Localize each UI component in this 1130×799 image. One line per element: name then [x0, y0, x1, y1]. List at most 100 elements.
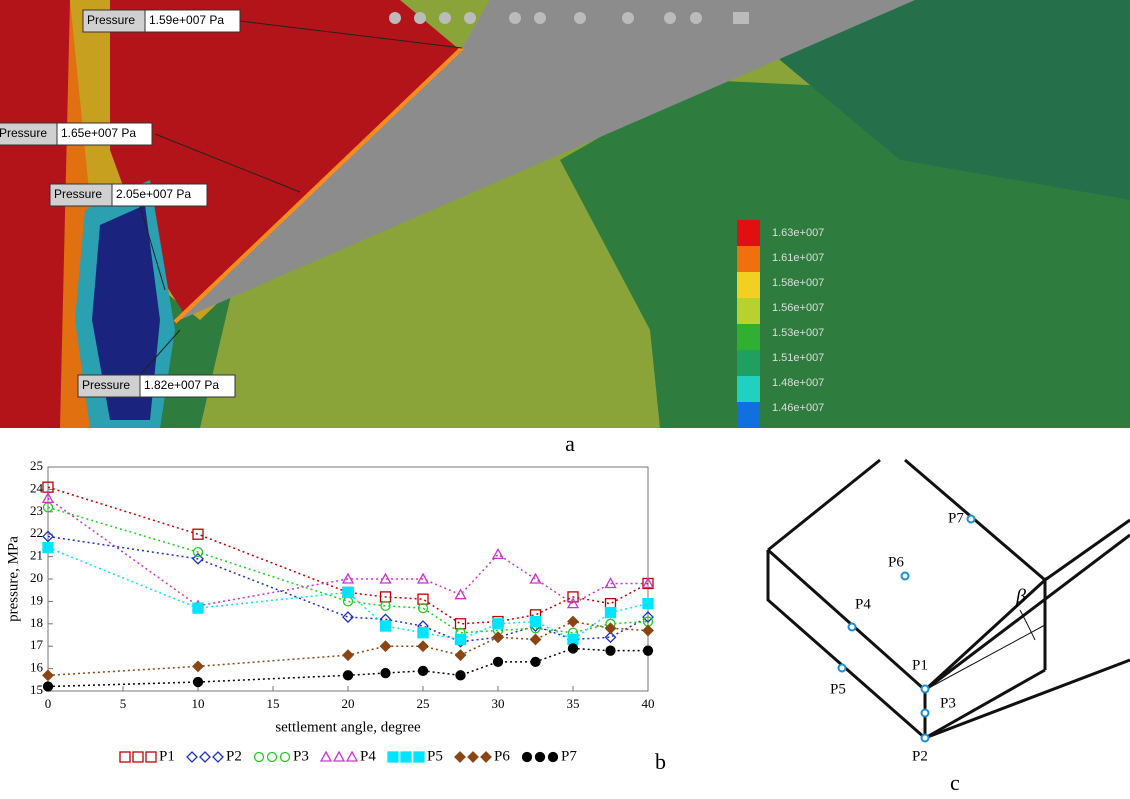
marker	[456, 634, 466, 644]
colorbar-label: 1.63e+007	[772, 227, 824, 239]
x-tick-label: 15	[267, 696, 280, 711]
marker	[347, 752, 357, 761]
marker	[531, 617, 541, 627]
colorbar-swatch	[737, 220, 760, 246]
marker	[381, 669, 390, 678]
legend-label: P5	[427, 748, 443, 764]
marker	[255, 753, 264, 762]
panel-b: 15161718192021222324250510152025303540se…	[5, 458, 666, 774]
colorbar-swatch	[737, 376, 760, 402]
marker	[194, 678, 203, 687]
y-tick-label: 24	[30, 480, 44, 495]
marker	[536, 753, 545, 762]
colorbar-swatch	[737, 402, 760, 428]
angle-label: β	[1015, 586, 1026, 608]
page: {"panel_a":{"callouts":[{"label":"Pressu…	[0, 0, 1130, 799]
marker	[401, 752, 411, 762]
legend-label: P3	[293, 748, 309, 764]
point	[922, 735, 929, 742]
marker	[321, 752, 331, 761]
caption: c	[950, 770, 960, 794]
y-tick-label: 16	[30, 660, 44, 675]
callout-value: 2.05e+007 Pa	[116, 187, 191, 201]
point	[922, 710, 929, 717]
x-tick-label: 5	[120, 696, 127, 711]
marker	[468, 752, 478, 762]
marker	[606, 608, 616, 618]
x-tick-label: 10	[192, 696, 205, 711]
colorbar-swatch	[737, 324, 760, 350]
x-tick-label: 25	[417, 696, 430, 711]
colorbar-swatch	[737, 298, 760, 324]
y-tick-label: 19	[30, 592, 43, 607]
y-tick-label: 17	[30, 637, 44, 652]
marker	[418, 628, 428, 638]
colorbar-label: 1.51e+007	[772, 352, 824, 364]
marker	[146, 752, 156, 762]
marker	[606, 646, 615, 655]
y-tick-label: 18	[30, 615, 43, 630]
x-tick-label: 35	[567, 696, 580, 711]
legend-label: P7	[561, 748, 577, 764]
x-tick-label: 20	[342, 696, 355, 711]
colorbar-label: 1.53e+007	[772, 327, 824, 339]
y-tick-label: 15	[30, 682, 43, 697]
marker	[213, 752, 223, 762]
marker	[281, 753, 290, 762]
y-tick-label: 23	[30, 503, 43, 518]
callout-label: Pressure	[54, 187, 102, 201]
marker	[419, 666, 428, 675]
marker	[481, 752, 491, 762]
point-label: P4	[855, 596, 871, 612]
marker	[268, 753, 277, 762]
marker	[531, 657, 540, 666]
marker	[133, 752, 143, 762]
colorbar-label: 1.61e+007	[772, 252, 824, 264]
caption: a	[565, 431, 575, 456]
marker	[381, 621, 391, 631]
x-tick-label: 0	[45, 696, 52, 711]
colorbar-swatch	[737, 246, 760, 272]
region	[0, 0, 70, 428]
point	[839, 665, 846, 672]
colorbar-label: 1.58e+007	[772, 277, 824, 289]
callout-value: 1.59e+007 Pa	[149, 13, 224, 27]
marker	[343, 587, 353, 597]
point-label: P7	[948, 510, 964, 526]
marker	[200, 752, 210, 762]
marker	[414, 752, 424, 762]
y-tick-label: 25	[30, 458, 43, 473]
point-label: P3	[940, 695, 956, 711]
marker	[569, 644, 578, 653]
callout-label: Pressure	[0, 126, 47, 140]
legend-label: P4	[360, 748, 376, 764]
marker	[193, 603, 203, 613]
x-tick-label: 40	[642, 696, 655, 711]
marker	[120, 752, 130, 762]
marker	[493, 619, 503, 629]
point-label: P6	[888, 554, 904, 570]
marker	[455, 752, 465, 762]
colorbar-label: 1.56e+007	[772, 302, 824, 314]
marker	[187, 752, 197, 762]
x-axis-label: settlement angle, degree	[275, 719, 421, 735]
marker	[643, 599, 653, 609]
marker	[494, 657, 503, 666]
point	[922, 686, 929, 693]
y-tick-label: 21	[30, 548, 43, 563]
point	[902, 573, 909, 580]
y-tick-label: 22	[30, 525, 43, 540]
y-tick-label: 20	[30, 570, 43, 585]
y-axis-label: pressure, MPa	[5, 536, 21, 622]
figure: Pressure1.59e+007 PaPressure1.65e+007 Pa…	[0, 0, 1130, 794]
marker	[456, 671, 465, 680]
caption: b	[655, 749, 666, 774]
legend-label: P1	[159, 748, 175, 764]
callout-label: Pressure	[87, 13, 135, 27]
colorbar-label: 1.46e+007	[772, 402, 824, 414]
callout-label: Pressure	[82, 378, 130, 392]
legend-label: P6	[494, 748, 510, 764]
marker	[334, 752, 344, 761]
marker	[523, 753, 532, 762]
